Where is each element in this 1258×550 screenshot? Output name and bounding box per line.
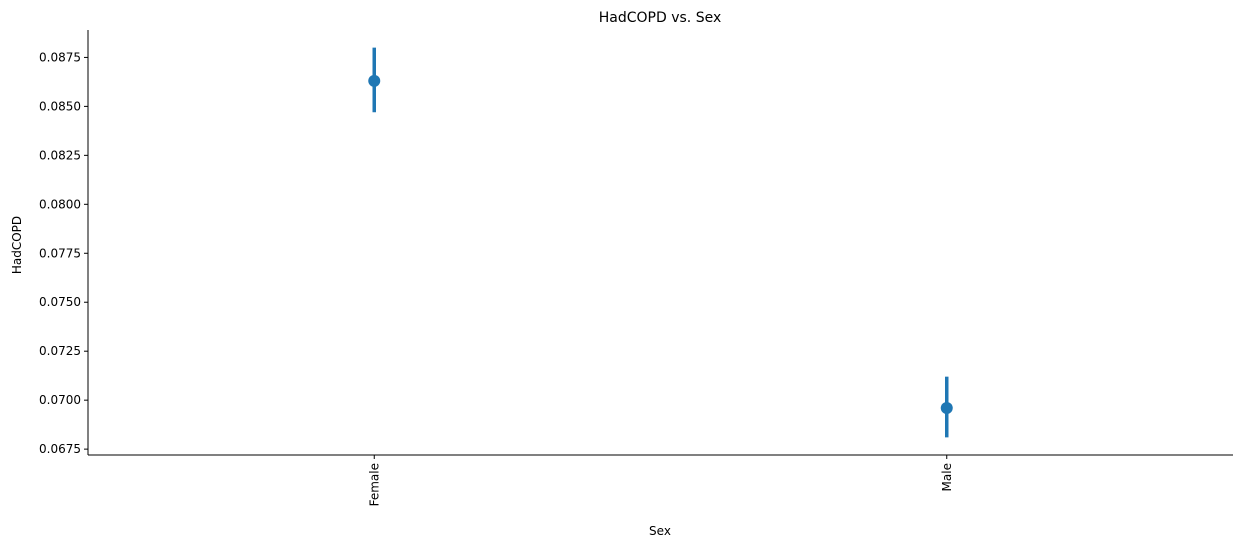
chart-title: HadCOPD vs. Sex — [599, 10, 721, 26]
y-tick-label: 0.0725 — [39, 344, 81, 358]
y-tick-label: 0.0750 — [39, 295, 81, 309]
y-tick-label: 0.0875 — [39, 50, 81, 64]
data-point — [940, 401, 953, 414]
x-axis-label: Sex — [649, 524, 671, 538]
y-tick-label: 0.0825 — [39, 148, 81, 162]
axis-ticks: 0.0675 0.0700 0.0725 0.0750 0.0775 0.0800 0.08… — [39, 50, 954, 506]
y-tick-label: 0.0675 — [39, 442, 81, 456]
x-tick-label: Male — [940, 463, 954, 491]
y-axis-label: HadCOPD — [10, 216, 24, 274]
y-tick-label: 0.0775 — [39, 246, 81, 260]
axes — [87, 30, 1233, 456]
x-tick-label: Female — [367, 463, 381, 506]
y-tick-label: 0.0850 — [39, 99, 81, 113]
y-tick-label: 0.0800 — [39, 197, 81, 211]
data-marks — [368, 47, 953, 438]
y-tick-label: 0.0700 — [39, 393, 81, 407]
data-point — [368, 74, 381, 87]
